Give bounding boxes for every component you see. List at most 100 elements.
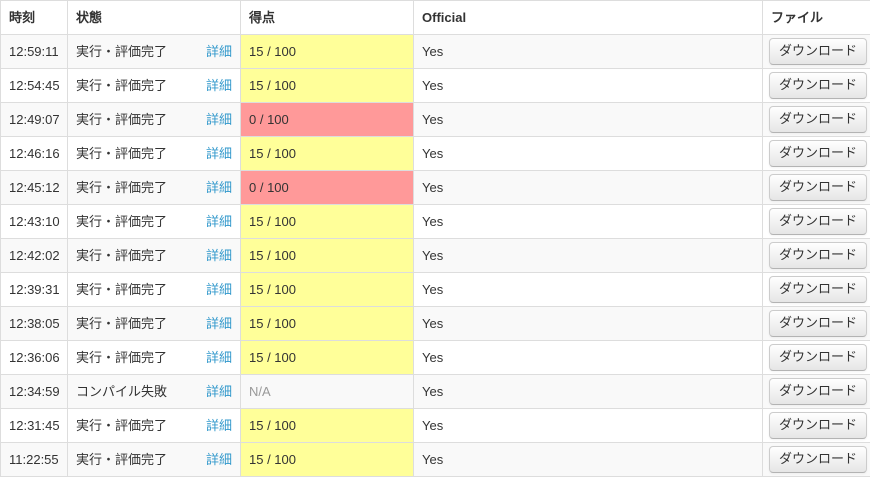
score-text: 15 / 100 <box>249 247 296 263</box>
detail-link[interactable]: 詳細 <box>205 213 232 229</box>
time-cell: 12:45:12 <box>0 170 68 205</box>
status-text: 実行・評価完了 <box>76 247 168 263</box>
detail-link[interactable]: 詳細 <box>205 451 232 467</box>
time-cell: 12:36:06 <box>0 340 68 375</box>
score-cell: 15 / 100 <box>240 34 414 69</box>
status-cell: 実行・評価完了 詳細 <box>67 306 241 341</box>
time-cell: 12:46:16 <box>0 136 68 171</box>
time-text: 12:31:45 <box>9 417 60 433</box>
status-text: 実行・評価完了 <box>76 281 168 297</box>
detail-link[interactable]: 詳細 <box>205 417 232 433</box>
time-cell: 12:59:11 <box>0 34 68 69</box>
score-text: 15 / 100 <box>249 315 296 331</box>
status-cell: 実行・評価完了 詳細 <box>67 170 241 205</box>
download-button[interactable]: ダウンロード <box>769 378 868 405</box>
detail-link[interactable]: 詳細 <box>205 77 232 93</box>
status-text: 実行・評価完了 <box>76 417 168 433</box>
time-cell: 12:42:02 <box>0 238 68 273</box>
official-cell: Yes <box>413 306 763 341</box>
time-cell: 12:49:07 <box>0 102 68 137</box>
download-button[interactable]: ダウンロード <box>769 72 868 99</box>
detail-link[interactable]: 詳細 <box>205 247 232 263</box>
download-button[interactable]: ダウンロード <box>769 310 868 337</box>
table-row: 12:42:02 実行・評価完了 詳細 15 / 100 Yes ダウンロード <box>0 238 870 273</box>
detail-link[interactable]: 詳細 <box>205 383 232 399</box>
score-cell: 0 / 100 <box>240 170 414 205</box>
download-button[interactable]: ダウンロード <box>769 446 868 473</box>
download-button[interactable]: ダウンロード <box>769 38 868 65</box>
time-cell: 12:39:31 <box>0 272 68 307</box>
status-text: 実行・評価完了 <box>76 315 168 331</box>
score-cell: 15 / 100 <box>240 238 414 273</box>
status-text: コンパイル失敗 <box>76 383 168 399</box>
column-header-official: Official <box>413 0 763 35</box>
table-row: 12:59:11 実行・評価完了 詳細 15 / 100 Yes ダウンロード <box>0 34 870 69</box>
status-cell: 実行・評価完了 詳細 <box>67 272 241 307</box>
time-text: 12:39:31 <box>9 281 60 297</box>
download-button[interactable]: ダウンロード <box>769 344 868 371</box>
score-cell: 15 / 100 <box>240 306 414 341</box>
time-cell: 12:38:05 <box>0 306 68 341</box>
download-button[interactable]: ダウンロード <box>769 174 868 201</box>
table-row: 12:45:12 実行・評価完了 詳細 0 / 100 Yes ダウンロード <box>0 170 870 205</box>
official-text: Yes <box>422 383 444 399</box>
time-cell: 12:31:45 <box>0 408 68 443</box>
score-text: 15 / 100 <box>249 43 296 59</box>
score-cell: 15 / 100 <box>240 136 414 171</box>
download-button[interactable]: ダウンロード <box>769 242 868 269</box>
score-text: 15 / 100 <box>249 281 296 297</box>
time-text: 12:54:45 <box>9 77 60 93</box>
detail-link[interactable]: 詳細 <box>205 315 232 331</box>
official-cell: Yes <box>413 68 763 103</box>
download-button[interactable]: ダウンロード <box>769 412 868 439</box>
time-cell: 12:54:45 <box>0 68 68 103</box>
status-cell: 実行・評価完了 詳細 <box>67 68 241 103</box>
file-cell: ダウンロード <box>762 68 870 103</box>
status-cell: 実行・評価完了 詳細 <box>67 442 241 477</box>
table-row: 12:39:31 実行・評価完了 詳細 15 / 100 Yes ダウンロード <box>0 272 870 307</box>
file-cell: ダウンロード <box>762 374 870 409</box>
score-text: 0 / 100 <box>249 111 289 127</box>
table-body: 12:59:11 実行・評価完了 詳細 15 / 100 Yes ダウンロード … <box>0 34 870 477</box>
score-text: 15 / 100 <box>249 417 296 433</box>
time-text: 12:34:59 <box>9 383 60 399</box>
official-text: Yes <box>422 43 444 59</box>
official-cell: Yes <box>413 170 763 205</box>
official-text: Yes <box>422 111 444 127</box>
detail-link[interactable]: 詳細 <box>205 43 232 59</box>
official-cell: Yes <box>413 204 763 239</box>
status-cell: 実行・評価完了 詳細 <box>67 136 241 171</box>
detail-link[interactable]: 詳細 <box>205 349 232 365</box>
official-cell: Yes <box>413 272 763 307</box>
download-button[interactable]: ダウンロード <box>769 276 868 303</box>
file-cell: ダウンロード <box>762 408 870 443</box>
score-text: 15 / 100 <box>249 77 296 93</box>
status-cell: 実行・評価完了 詳細 <box>67 34 241 69</box>
table-row: 12:46:16 実行・評価完了 詳細 15 / 100 Yes ダウンロード <box>0 136 870 171</box>
detail-link[interactable]: 詳細 <box>205 179 232 195</box>
status-cell: 実行・評価完了 詳細 <box>67 408 241 443</box>
download-button[interactable]: ダウンロード <box>769 106 868 133</box>
column-header-status: 状態 <box>67 0 241 35</box>
header-row: 時刻 状態 得点 Official ファイル <box>0 0 870 35</box>
download-button[interactable]: ダウンロード <box>769 208 868 235</box>
detail-link[interactable]: 詳細 <box>205 111 232 127</box>
file-cell: ダウンロード <box>762 442 870 477</box>
score-text: 15 / 100 <box>249 145 296 161</box>
time-text: 12:49:07 <box>9 111 60 127</box>
table-header: 時刻 状態 得点 Official ファイル <box>0 0 870 35</box>
time-text: 11:22:55 <box>9 451 59 467</box>
status-cell: 実行・評価完了 詳細 <box>67 102 241 137</box>
download-button[interactable]: ダウンロード <box>769 140 868 167</box>
score-text: 15 / 100 <box>249 349 296 365</box>
time-text: 12:43:10 <box>9 213 60 229</box>
detail-link[interactable]: 詳細 <box>205 281 232 297</box>
official-text: Yes <box>422 451 444 467</box>
status-text: 実行・評価完了 <box>76 179 168 195</box>
official-text: Yes <box>422 77 444 93</box>
score-cell: N/A <box>240 374 414 409</box>
score-text: N/A <box>249 383 271 399</box>
file-cell: ダウンロード <box>762 204 870 239</box>
detail-link[interactable]: 詳細 <box>205 145 232 161</box>
time-text: 12:45:12 <box>9 179 60 195</box>
